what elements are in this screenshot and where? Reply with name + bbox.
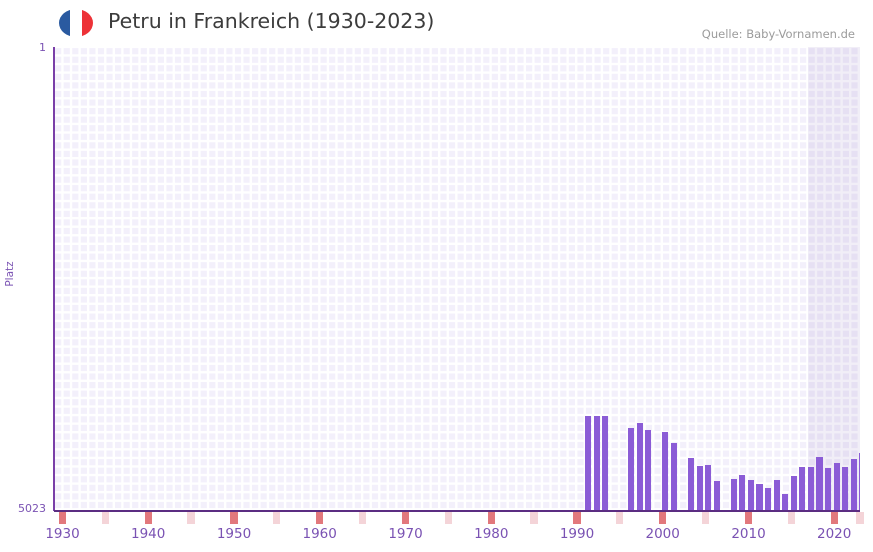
bar-2011[interactable] xyxy=(773,480,780,511)
plot-area xyxy=(54,47,860,511)
bar-2015[interactable] xyxy=(807,467,814,511)
no-data-shaded-region xyxy=(808,47,860,511)
bar-2012[interactable] xyxy=(782,494,789,511)
x-tick-1950 xyxy=(230,512,238,524)
bar-1999[interactable] xyxy=(670,443,677,511)
x-axis-label-1960: 1960 xyxy=(302,526,337,542)
y-axis-line xyxy=(53,47,55,511)
x-tick-2000 xyxy=(659,512,667,524)
flag-stripe-blue xyxy=(59,9,71,37)
x-axis-label-1990: 1990 xyxy=(559,526,595,542)
chart-header: Petru in Frankreich (1930-2023) Quelle: … xyxy=(0,0,873,44)
bar-1989[interactable] xyxy=(585,416,592,511)
x-tick-1930 xyxy=(58,512,67,524)
bar-2002[interactable] xyxy=(696,466,703,511)
y-axis-top-label: 1 xyxy=(39,41,46,54)
bar-2018[interactable] xyxy=(833,463,840,511)
x-axis-label-2020: 2020 xyxy=(817,526,852,542)
bar-2001[interactable] xyxy=(687,458,695,511)
bar-1995[interactable] xyxy=(636,423,643,511)
x-tick-2020 xyxy=(830,512,838,524)
x-tick-2023 xyxy=(856,512,864,524)
bar-2021[interactable] xyxy=(859,453,860,511)
bar-1991[interactable] xyxy=(602,416,609,511)
x-tick-1965 xyxy=(358,512,367,524)
y-axis-title: Platz xyxy=(4,261,16,287)
bar-2007[interactable] xyxy=(739,475,746,511)
bar-2010[interactable] xyxy=(765,488,772,511)
x-tick-1980 xyxy=(487,512,495,524)
x-axis-line xyxy=(54,510,860,512)
x-tick-2015 xyxy=(787,512,795,524)
bar-1996[interactable] xyxy=(645,430,652,511)
flag-france-icon xyxy=(59,9,93,37)
x-tick-1970 xyxy=(401,512,410,524)
x-axis-label-1970: 1970 xyxy=(388,526,423,542)
x-axis-label-2000: 2000 xyxy=(645,526,680,542)
source-attribution: Quelle: Baby-Vornamen.de xyxy=(701,27,855,41)
bar-2004[interactable] xyxy=(713,481,720,511)
bar-2020[interactable] xyxy=(850,459,857,511)
bar-2019[interactable] xyxy=(842,467,849,511)
page-title: Petru in Frankreich (1930-2023) xyxy=(108,9,435,33)
x-axis-tick-strip xyxy=(54,512,864,524)
x-axis-labels: 1930 1940 1950 1960 1970 1980 1990 2000 2010 2020 xyxy=(0,526,873,550)
x-tick-1985 xyxy=(530,512,538,524)
flag-stripe-white xyxy=(70,9,82,37)
x-axis-label-1930: 1930 xyxy=(45,526,80,542)
x-axis-label-1950: 1950 xyxy=(216,526,252,542)
flag-stripe-red xyxy=(81,9,93,37)
bar-1994[interactable] xyxy=(627,428,635,511)
bar-2003[interactable] xyxy=(705,465,712,511)
bar-2008[interactable] xyxy=(747,480,755,511)
bar-2006[interactable] xyxy=(730,479,737,511)
x-tick-2010 xyxy=(744,512,753,524)
bar-2016[interactable] xyxy=(816,457,823,511)
bar-1998[interactable] xyxy=(662,432,669,511)
x-tick-1995 xyxy=(616,512,624,524)
x-axis-label-1940: 1940 xyxy=(131,526,166,542)
bar-2017[interactable] xyxy=(825,468,832,511)
x-tick-1975 xyxy=(444,512,452,524)
x-tick-1960 xyxy=(316,512,324,524)
x-axis-label-1980: 1980 xyxy=(474,526,509,542)
x-axis-label-2010: 2010 xyxy=(731,526,766,542)
y-axis-bottom-label: 5023 xyxy=(18,502,46,515)
plot-grid xyxy=(54,47,860,511)
bar-2013[interactable] xyxy=(790,476,797,511)
x-tick-1940 xyxy=(144,512,152,524)
x-tick-1990 xyxy=(573,512,581,524)
bar-2014[interactable] xyxy=(799,467,806,511)
x-tick-1955 xyxy=(273,512,281,524)
x-tick-2005 xyxy=(701,512,710,524)
x-tick-1935 xyxy=(101,512,109,524)
bar-1990[interactable] xyxy=(593,416,600,511)
x-tick-1945 xyxy=(187,512,195,524)
bar-2009[interactable] xyxy=(756,484,763,511)
